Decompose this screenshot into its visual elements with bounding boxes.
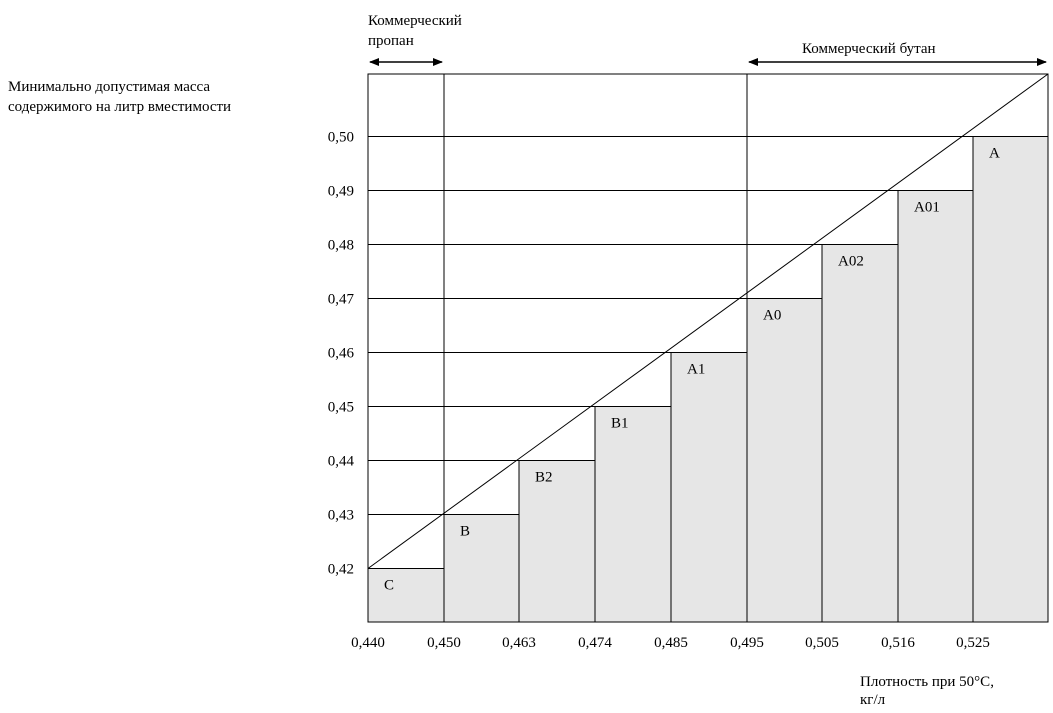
x-tick-label: 0,485: [654, 635, 688, 651]
bar-A0: [746, 298, 823, 623]
bar-A: [972, 136, 1049, 623]
y-tick-label: 0,49: [328, 184, 354, 200]
x-tick-label: 0,516: [881, 635, 915, 651]
bar-A01: [897, 190, 974, 623]
y-tick-label: 0,50: [328, 130, 354, 146]
y-tick-label: 0,42: [328, 562, 354, 578]
bar-label-B2: B2: [535, 470, 553, 486]
x-axis-title-line-1: Плотность при 50°C,: [860, 674, 994, 690]
bar-label-B1: B1: [611, 416, 629, 432]
bar-B2: [518, 460, 596, 623]
y-tick-label: 0,43: [328, 508, 354, 524]
x-tick-label: 0,450: [427, 635, 461, 651]
y-tick-label: 0,46: [328, 346, 355, 362]
labels-layer: C B B2 B1 A1 A0 A02 A01 A 0,42 0,43 0,44 0,45 0,46 0,4…: [328, 130, 1000, 652]
x-tick-label: 0,440: [351, 635, 385, 651]
bar-B: [443, 514, 520, 623]
bar-label-C: C: [384, 578, 394, 594]
x-tick-label: 0,474: [578, 635, 612, 651]
x-tick-label: 0,505: [805, 635, 839, 651]
bar-label-A0: A0: [763, 308, 781, 324]
butane-annotation: Коммерческий бутан: [802, 41, 936, 57]
bar-label-B: B: [460, 524, 470, 540]
bar-A02: [821, 244, 899, 623]
y-tick-label: 0,44: [328, 454, 355, 470]
x-tick-label: 0,463: [502, 635, 536, 651]
y-tick-label: 0,45: [328, 400, 354, 416]
x-tick-label: 0,495: [730, 635, 764, 651]
bar-label-A02: A02: [838, 254, 864, 270]
bar-label-A: A: [989, 146, 1000, 162]
propane-annotation-line-1: Коммерческий: [368, 13, 462, 29]
bar-B1: [594, 406, 672, 623]
y-tick-label: 0,47: [328, 292, 355, 308]
gridlines-layer: [367, 73, 1049, 569]
propane-annotation-line-2: пропан: [368, 33, 414, 49]
diagonal-line: [367, 73, 1049, 569]
y-axis-title-line-2: содержимого на литр вместимости: [8, 99, 232, 115]
bar-label-A01: A01: [914, 200, 940, 216]
bar-C: [367, 568, 445, 623]
y-axis-title-line-1: Минимально допустимая масса: [8, 79, 211, 95]
bar-A1: [670, 352, 748, 623]
x-axis-title-line-2: кг/л: [860, 692, 886, 708]
plot-frame: [367, 73, 1049, 623]
bars-layer: [367, 136, 1049, 623]
plot-frame-layer: [367, 73, 1049, 623]
y-tick-label: 0,48: [328, 238, 354, 254]
bar-label-A1: A1: [687, 362, 705, 378]
x-tick-label: 0,525: [956, 635, 990, 651]
